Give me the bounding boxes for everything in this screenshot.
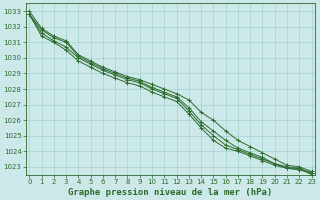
X-axis label: Graphe pression niveau de la mer (hPa): Graphe pression niveau de la mer (hPa) (68, 188, 273, 197)
